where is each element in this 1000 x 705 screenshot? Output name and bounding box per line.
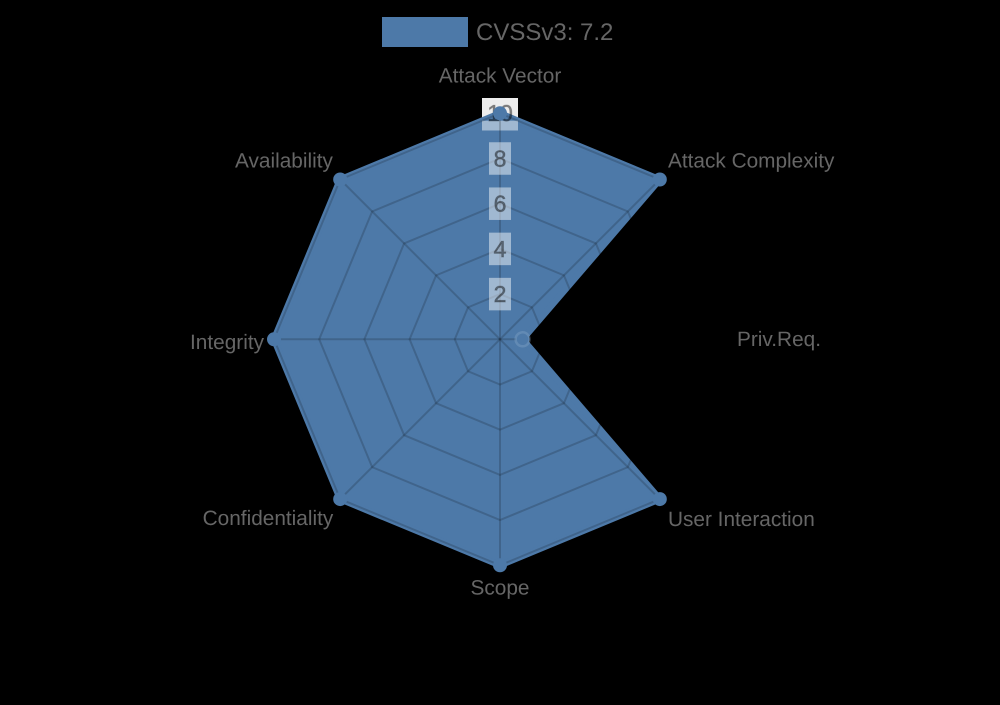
svg-text:Availability: Availability — [235, 150, 333, 173]
svg-text:Priv.Req.: Priv.Req. — [737, 328, 821, 351]
svg-text:8: 8 — [494, 145, 507, 171]
svg-text:4: 4 — [494, 236, 507, 262]
svg-text:10: 10 — [487, 100, 513, 126]
svg-text:Attack Vector: Attack Vector — [439, 65, 562, 88]
svg-text:6: 6 — [494, 191, 507, 217]
svg-text:CVSSv3: 7.2: CVSSv3: 7.2 — [476, 19, 613, 46]
svg-text:Attack Complexity: Attack Complexity — [668, 149, 835, 172]
svg-text:Confidentiality: Confidentiality — [203, 507, 334, 530]
svg-text:2: 2 — [494, 281, 507, 307]
svg-text:Scope: Scope — [471, 577, 530, 600]
svg-text:Integrity: Integrity — [190, 331, 265, 354]
svg-text:User Interaction: User Interaction — [668, 508, 815, 531]
